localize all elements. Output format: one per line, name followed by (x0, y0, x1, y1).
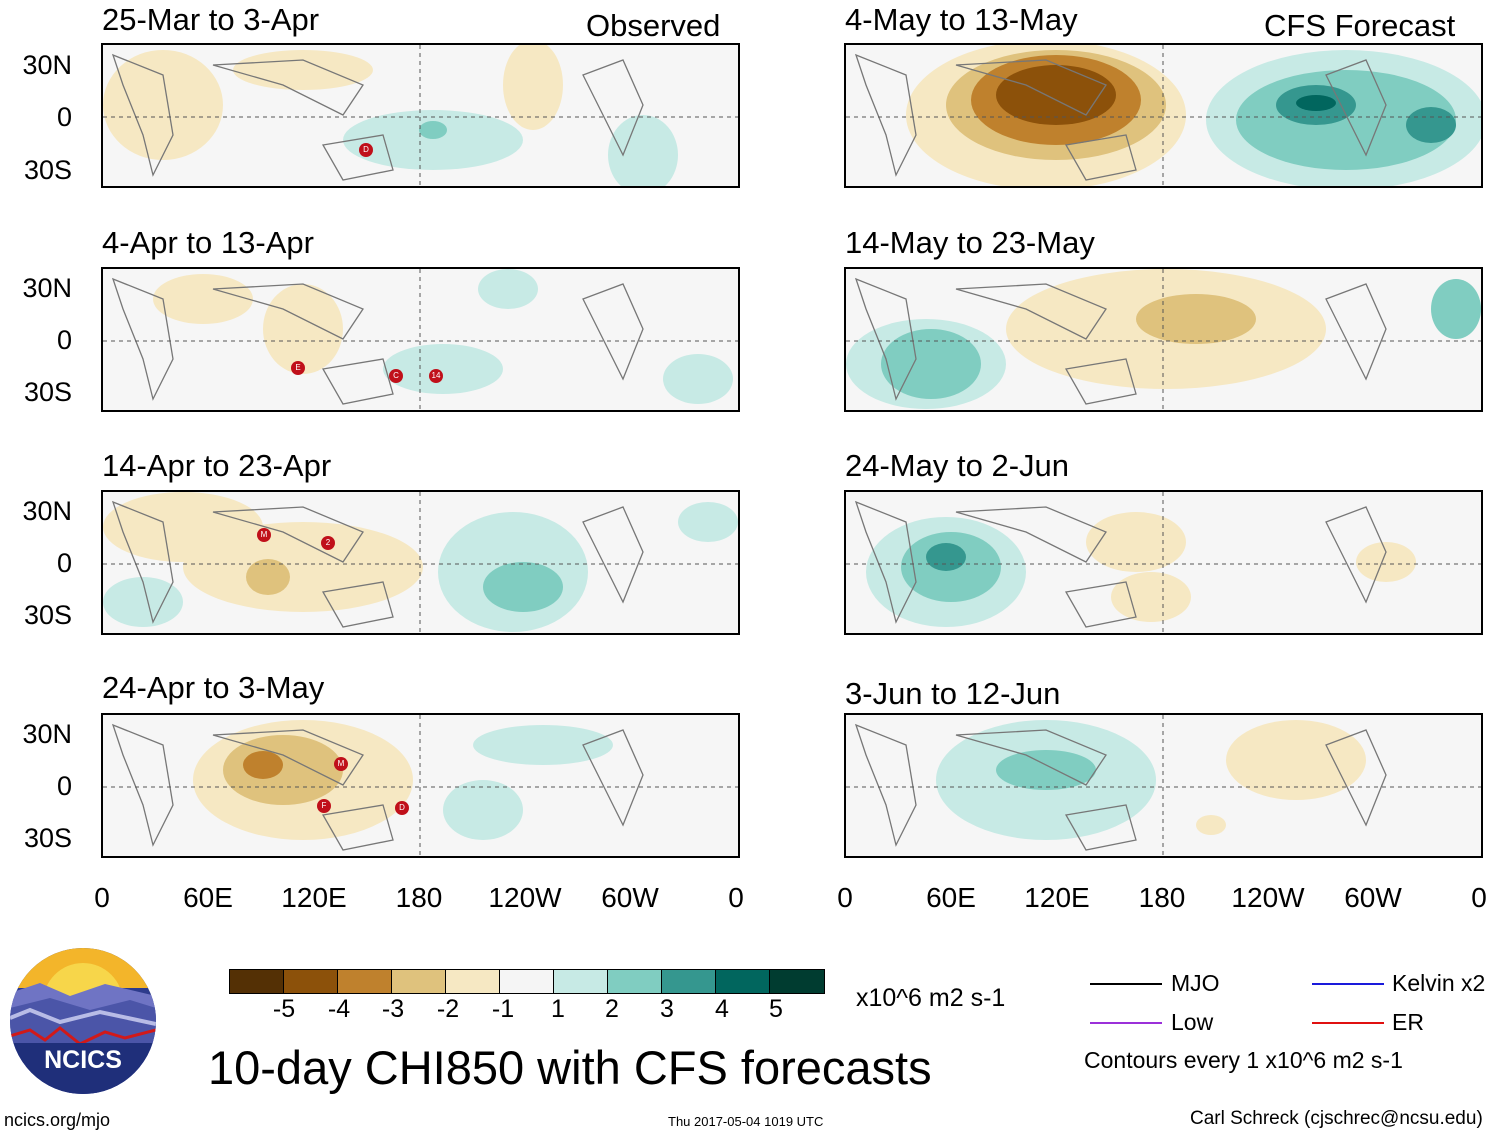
x-tick: 60W (601, 882, 659, 913)
x-tick: 120W (488, 882, 562, 913)
main-title: 10-day CHI850 with CFS forecasts (208, 1041, 932, 1094)
colorbar-label: -3 (381, 995, 405, 1023)
colorbar-label: 5 (769, 995, 783, 1023)
colorbar-swatch (662, 970, 716, 993)
panel-title: 14-May to 23-May (845, 225, 1095, 260)
panel-title: 24-Apr to 3-May (102, 670, 325, 705)
legend-contours: Contours every 1 x10^6 m2 s-1 (1084, 1047, 1403, 1073)
x-tick: 120E (1024, 882, 1090, 913)
y-tick: 30N (22, 496, 72, 526)
logo-text: NCICS (44, 1046, 122, 1074)
x-tick: 0 (1471, 882, 1487, 913)
legend-mjo-line (1090, 983, 1162, 985)
y-tick: 0 (56, 548, 72, 578)
colorbar-swatch (392, 970, 446, 993)
y-tick: 30S (23, 377, 72, 407)
colorbar-swatch (608, 970, 662, 993)
x-tick: 60W (1344, 882, 1402, 913)
colorbar-label: 1 (551, 995, 565, 1023)
y-tick: 0 (56, 325, 72, 355)
colorbar-swatch (446, 970, 500, 993)
y-tick: 0 (56, 771, 72, 801)
x-tick: 0 (728, 882, 744, 913)
map-panel-observed-4: M F D (101, 713, 740, 858)
colorbar-swatch (338, 970, 392, 993)
observed-label: Observed (586, 8, 721, 43)
colorbar-units: x10^6 m2 s-1 (856, 984, 1006, 1012)
tropical-cyclone-marker: M (257, 528, 271, 542)
x-tick: 120W (1231, 882, 1305, 913)
panel-title: 25-Mar to 3-Apr (102, 2, 320, 37)
tropical-cyclone-marker: D (395, 801, 409, 815)
ncics-logo[interactable]: NCICS (10, 948, 156, 1094)
tropical-cyclone-marker: D (359, 143, 373, 157)
colorbar-swatch (284, 970, 338, 993)
x-tick: 60E (183, 882, 233, 913)
panel-title: 4-May to 13-May (845, 2, 1078, 37)
tropical-cyclone-marker: 2 (321, 536, 335, 550)
y-tick: 30N (22, 719, 72, 749)
colorbar-swatch (500, 970, 554, 993)
legend-low-line (1090, 1022, 1162, 1024)
map-panel-forecast-3 (844, 490, 1483, 635)
x-tick: 120E (281, 882, 347, 913)
tropical-cyclone-marker: F (317, 799, 331, 813)
colorbar-label: -5 (272, 995, 296, 1023)
legend-kelvin-line (1312, 983, 1384, 985)
colorbar-swatch (230, 970, 284, 993)
tropical-cyclone-marker: E (291, 361, 305, 375)
tropical-cyclone-marker: 14 (429, 369, 443, 383)
map-panel-observed-3: M 2 (101, 490, 740, 635)
legend-er-line (1312, 1022, 1384, 1024)
map-panel-forecast-4 (844, 713, 1483, 858)
legend-kelvin: Kelvin x2 (1392, 970, 1486, 996)
y-tick: 30S (23, 155, 72, 185)
colorbar (229, 969, 825, 994)
panel-title: 3-Jun to 12-Jun (845, 676, 1061, 711)
legend-low: Low (1171, 1009, 1214, 1035)
cfs-forecast-label: CFS Forecast (1264, 8, 1456, 43)
x-tick: 60E (926, 882, 976, 913)
colorbar-swatch (554, 970, 608, 993)
y-tick: 30S (23, 600, 72, 630)
colorbar-swatch (770, 970, 824, 993)
panel-title: 14-Apr to 23-Apr (102, 448, 332, 483)
colorbar-label: -1 (491, 995, 515, 1023)
y-tick: 0 (56, 102, 72, 132)
colorbar-label: -4 (327, 995, 351, 1023)
footer-timestamp: Thu 2017-05-04 1019 UTC (668, 1114, 824, 1129)
x-tick: 0 (94, 882, 110, 913)
x-tick: 180 (1138, 882, 1186, 913)
x-tick: 0 (837, 882, 853, 913)
y-tick: 30N (22, 50, 72, 80)
footer-url[interactable]: ncics.org/mjo (4, 1110, 111, 1130)
legend-mjo: MJO (1171, 970, 1220, 996)
colorbar-label: 2 (605, 995, 619, 1023)
map-panel-forecast-1 (844, 43, 1483, 188)
y-tick: 30S (23, 823, 72, 853)
colorbar-label: -2 (436, 995, 460, 1023)
map-panel-observed-1: D (101, 43, 740, 188)
map-panel-observed-2: E C 14 (101, 267, 740, 412)
panel-title: 24-May to 2-Jun (845, 448, 1069, 483)
colorbar-swatch (716, 970, 770, 993)
colorbar-label: 3 (660, 995, 674, 1023)
legend-er: ER (1392, 1009, 1424, 1035)
map-panel-forecast-2 (844, 267, 1483, 412)
x-tick: 180 (395, 882, 443, 913)
panel-title: 4-Apr to 13-Apr (102, 225, 314, 260)
footer-credit: Carl Schreck (cjschrec@ncsu.edu) (1190, 1108, 1483, 1129)
tropical-cyclone-marker: C (389, 369, 403, 383)
colorbar-label: 4 (715, 995, 729, 1023)
tropical-cyclone-marker: M (334, 757, 348, 771)
y-tick: 30N (22, 273, 72, 303)
